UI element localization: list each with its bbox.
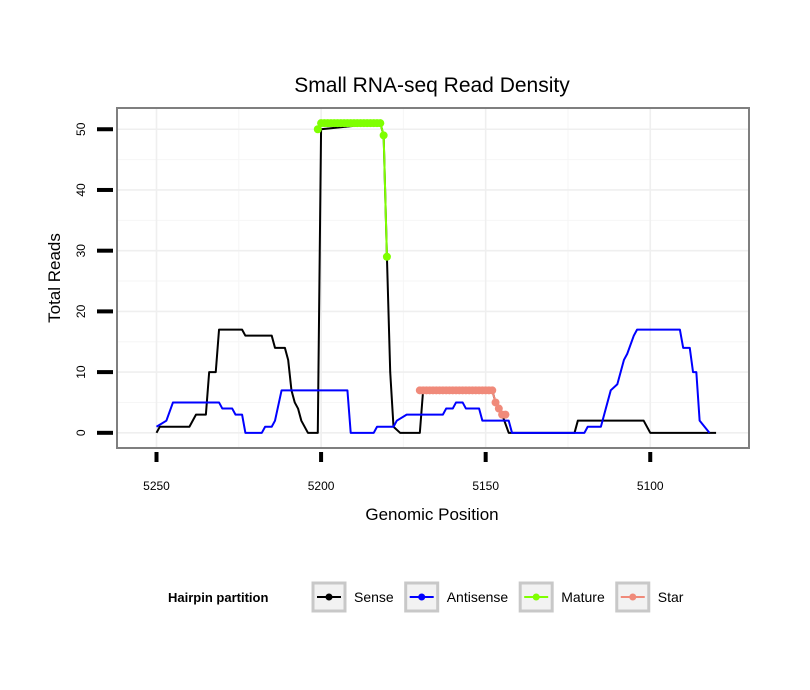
legend-key-point-sense (325, 593, 333, 601)
series-line-antisense (155, 328, 711, 434)
y-tick-label: 30 (74, 244, 88, 258)
data-point-mature (382, 252, 391, 261)
chart-title: Small RNA-seq Read Density (294, 74, 570, 97)
plot-border (116, 107, 750, 449)
x-axis-title: Genomic Position (365, 505, 498, 524)
legend-label-star: Star (658, 589, 684, 605)
legend-key-point-star (629, 593, 637, 601)
data-point-mature (313, 125, 322, 134)
x-axis-ticks: 5250 5200 5150 5100 (143, 452, 664, 493)
data-point-star (491, 398, 500, 407)
y-tick-label: 10 (74, 365, 88, 379)
x-tick-label: 5200 (308, 479, 335, 493)
plot-panel (117, 108, 749, 448)
data-point-star (494, 404, 503, 413)
data-point-mature (379, 131, 388, 140)
y-axis-title: Total Reads (45, 233, 64, 323)
x-tick-label: 5250 (143, 479, 170, 493)
grid-lines (117, 108, 749, 448)
legend-label-sense: Sense (354, 589, 394, 605)
legend: Hairpin partition Sense Antisense Mature St… (168, 581, 684, 613)
y-axis-ticks: 0 10 20 30 40 50 (74, 122, 113, 436)
y-tick-label: 0 (74, 429, 88, 436)
x-tick-label: 5100 (637, 479, 664, 493)
y-tick-label: 40 (74, 183, 88, 197)
x-tick-label: 5150 (472, 479, 499, 493)
data-point-star (501, 410, 510, 419)
series-layer (155, 119, 717, 434)
data-point-mature (376, 119, 385, 128)
data-point-star (488, 386, 497, 395)
y-tick-label: 20 (74, 304, 88, 318)
legend-items: Sense Antisense Mature Star (311, 581, 684, 613)
legend-label-antisense: Antisense (447, 589, 509, 605)
y-tick-label: 50 (74, 122, 88, 136)
legend-label-mature: Mature (561, 589, 605, 605)
legend-key-point-antisense (418, 593, 426, 601)
legend-title: Hairpin partition (168, 590, 268, 605)
legend-key-point-mature (532, 593, 540, 601)
